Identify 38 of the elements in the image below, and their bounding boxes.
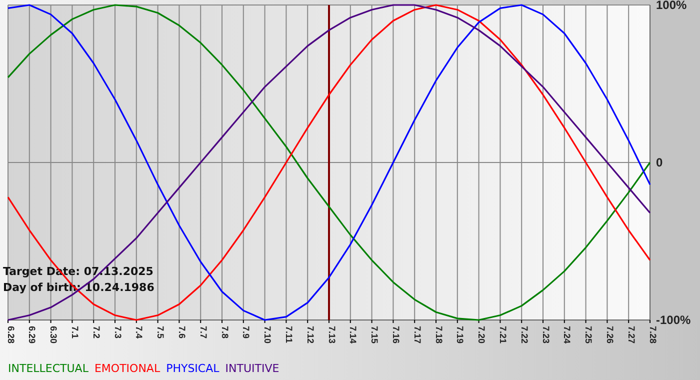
text: EMOTIONAL bbox=[94, 362, 161, 375]
x-tick-label: 7.18 bbox=[434, 326, 444, 344]
x-tick-label: 7.16 bbox=[391, 326, 402, 344]
x-tick-label: 7.7 bbox=[198, 326, 208, 339]
x-tick-label: 7.13 bbox=[326, 326, 337, 344]
x-tick-label: 7.3 bbox=[112, 326, 123, 339]
x-tick-label: 7.27 bbox=[626, 326, 636, 344]
x-tick-label: 7.17 bbox=[412, 326, 422, 344]
text: PHYSICAL bbox=[166, 362, 220, 375]
x-tick-label: 7.4 bbox=[134, 326, 144, 339]
x-tick-label: 7.22 bbox=[519, 326, 530, 344]
y-tick-label: -100% bbox=[656, 312, 692, 327]
x-tick-label: 7.6 bbox=[177, 326, 188, 339]
x-tick-label: 7.11 bbox=[284, 326, 294, 344]
x-tick-label: 7.24 bbox=[562, 326, 572, 344]
x-tick-label: 6.29 bbox=[27, 326, 38, 344]
x-tick-label: 6.30 bbox=[48, 326, 59, 344]
x-tick-label: 6.28 bbox=[6, 326, 16, 344]
x-tick-label: 7.8 bbox=[220, 326, 230, 339]
x-tick-label: 7.9 bbox=[241, 326, 252, 339]
x-tick-label: 7.10 bbox=[262, 326, 273, 344]
x-tick-label: 7.2 bbox=[91, 326, 102, 339]
x-tick-label: 7.26 bbox=[605, 326, 616, 344]
x-tick-label: 7.15 bbox=[370, 326, 380, 344]
x-tick-label: 7.23 bbox=[540, 326, 551, 344]
x-tick-label: 7.20 bbox=[476, 326, 487, 344]
x-tick-label: 7.14 bbox=[348, 326, 358, 344]
x-tick-label: 7.19 bbox=[455, 326, 466, 344]
y-tick-label: 100% bbox=[656, 0, 688, 12]
x-tick-label: 7.5 bbox=[156, 326, 166, 339]
y-tick-label: 0 bbox=[656, 155, 663, 170]
text: INTELLECTUAL bbox=[8, 362, 90, 375]
x-tick-label: 7.21 bbox=[498, 326, 508, 344]
x-tick-label: 7.1 bbox=[70, 326, 80, 339]
x-tick-label: 7.25 bbox=[584, 326, 594, 344]
x-tick-label: 7.28 bbox=[648, 326, 658, 344]
text: INTUITIVE bbox=[225, 362, 280, 375]
x-tick-label: 7.12 bbox=[305, 326, 316, 344]
